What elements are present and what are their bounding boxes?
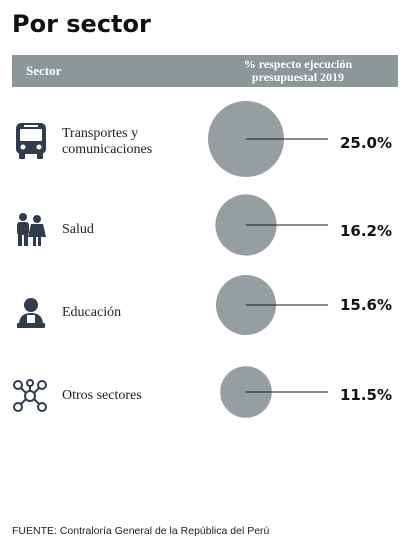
pct-label-transportes: 25.0% [339,134,392,152]
row-label-salud: Salud [62,222,94,237]
row-label-transportes-line1: Transportes y [62,126,139,141]
row-label-otros: Otros sectores [62,388,142,403]
row-label-transportes-line2: comunicaciones [62,142,153,157]
page-title: Por sector [12,10,151,38]
pct-label-educacion: 15.6% [339,296,392,314]
network-icon [13,379,47,412]
percent-header-line2: presupuestal 2019 [251,70,345,84]
source-note: FUENTE: Contraloría General de la Repúbl… [12,525,270,537]
pct-label-salud: 16.2% [339,222,392,240]
bus-icon [16,123,46,159]
teacher-icon [17,298,45,328]
percent-column-header: % respecto ejecución presupuestal 2019 [228,58,368,84]
family-icon [17,213,46,246]
pct-label-otros: 11.5% [339,386,392,404]
row-label-educacion: Educación [62,305,122,320]
percent-header-line1: % respecto ejecución [243,57,353,71]
table-header: Sector % respecto ejecución presupuestal… [12,55,398,87]
sector-column-header: Sector [26,63,62,78]
row-label-transportes: Transportes y comunicaciones [62,126,152,158]
